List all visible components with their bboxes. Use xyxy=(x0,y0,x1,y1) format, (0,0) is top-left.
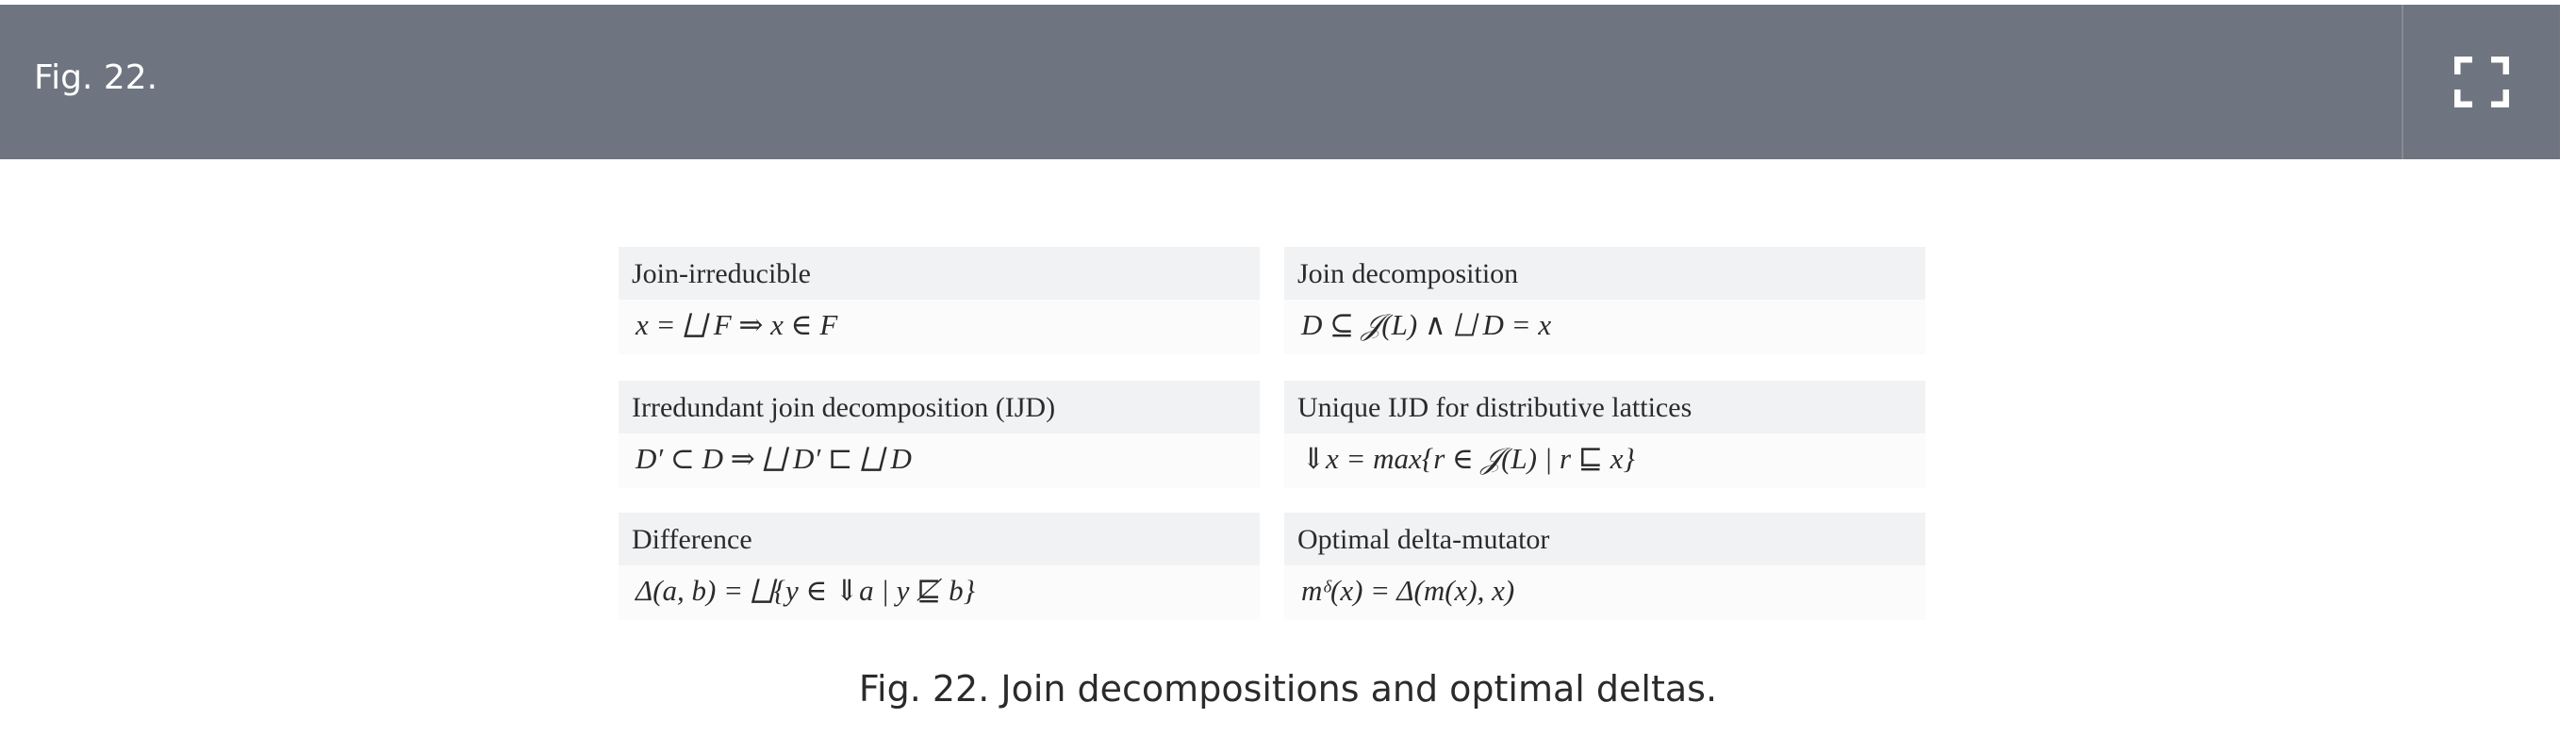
definition-label: Optimal delta-mutator xyxy=(1284,513,1925,565)
fullscreen-expand-icon xyxy=(2454,57,2509,107)
definition-label: Unique IJD for distributive lattices xyxy=(1284,381,1925,433)
definition-formula: x = ⨆ F ⇒ x ∈ F xyxy=(619,300,1260,354)
figure-header: Fig. 22. xyxy=(0,5,2560,159)
definition-formula: D ⊆ 𝒥(L) ∧ ⨆ D = x xyxy=(1284,300,1925,354)
figure-title: Fig. 22. xyxy=(34,58,158,97)
definition-label: Difference xyxy=(619,513,1260,565)
definition-label: Join-irreducible xyxy=(619,247,1260,300)
definition-formula: ⇓x = max{r ∈ 𝒥(L) | r ⊑ x} xyxy=(1284,433,1925,488)
definition-formula: Δ(a, b) = ⨆{y ∈ ⇓a | y ⋢ b} xyxy=(619,565,1260,620)
definition-formula: D′ ⊂ D ⇒ ⨆ D′ ⊏ ⨆ D xyxy=(619,433,1260,488)
definition-formula: mᵟ(x) = Δ(m(x), x) xyxy=(1284,565,1925,620)
fullscreen-button[interactable] xyxy=(2403,5,2560,159)
definition-label: Join decomposition xyxy=(1284,247,1925,300)
definition-label: Irredundant join decomposition (IJD) xyxy=(619,381,1260,433)
definitions-table: Join-irreducible x = ⨆ F ⇒ x ∈ F Join de… xyxy=(619,247,1934,624)
figure-caption: Fig. 22. Join decompositions and optimal… xyxy=(858,668,1718,710)
header-divider xyxy=(2402,5,2403,159)
